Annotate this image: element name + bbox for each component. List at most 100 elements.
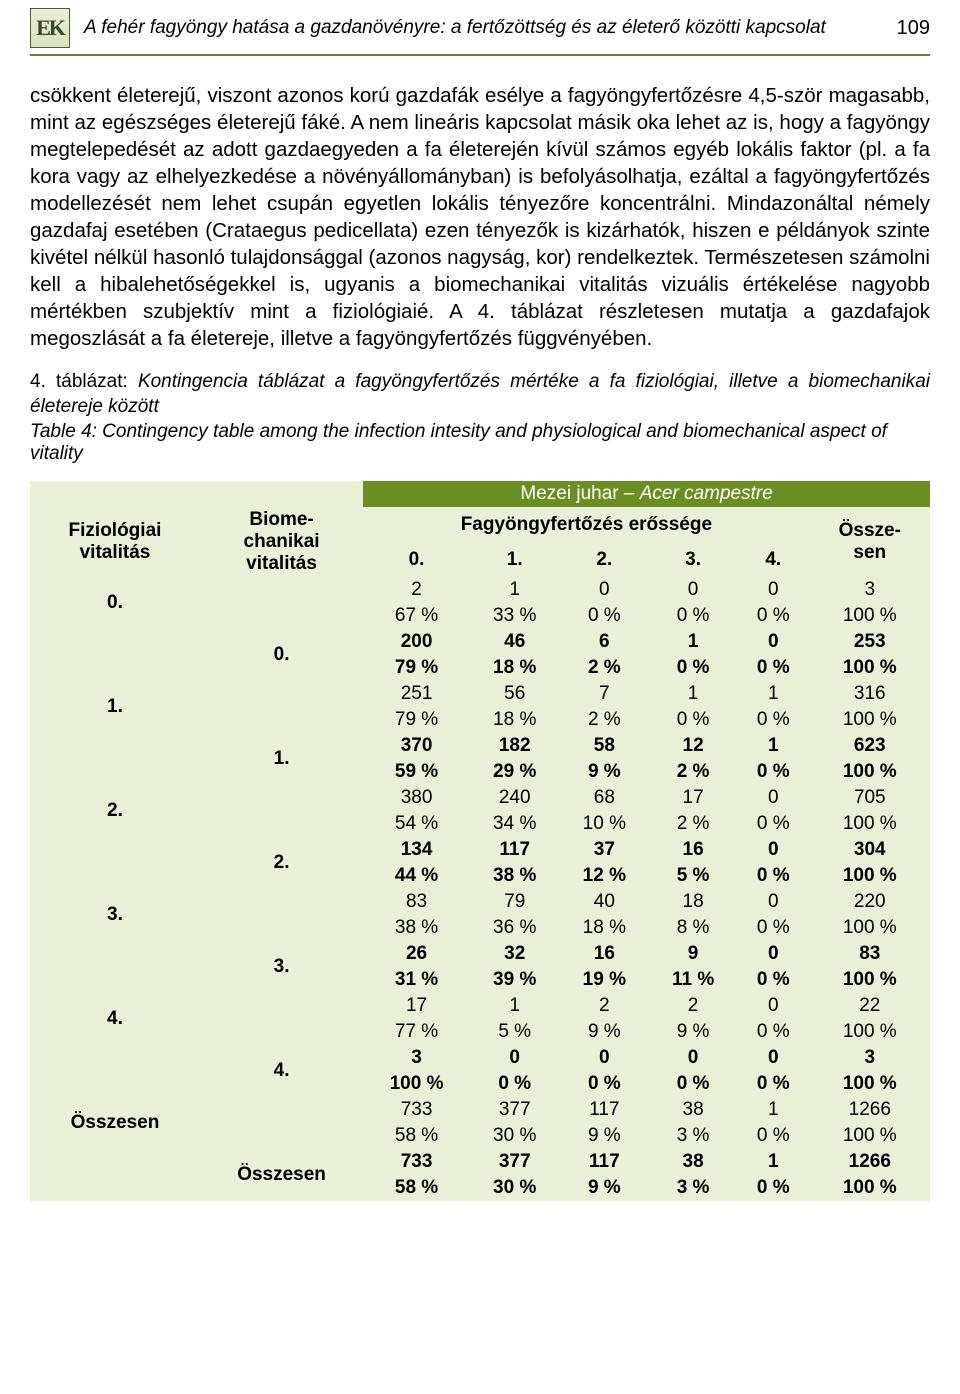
cell-percent: 100 %: [810, 915, 930, 941]
cell-count: 3: [363, 1045, 470, 1071]
cell-percent: 0 %: [737, 1123, 810, 1149]
cell-count: 17: [363, 993, 470, 1019]
cell-count: 380: [363, 785, 470, 811]
cell-percent: 59 %: [363, 759, 470, 785]
cell-percent: 0 %: [649, 1071, 737, 1097]
cell-count: 18: [649, 889, 737, 915]
cell-count: 79: [470, 889, 560, 915]
caption-italic: Kontingencia táblázat a fagyöngyfertőzés…: [30, 371, 930, 416]
row-head-phys: 0.: [30, 577, 200, 629]
cell-count: 240: [470, 785, 560, 811]
cell-percent: 100 %: [810, 603, 930, 629]
cell-percent: 100 %: [810, 1175, 930, 1201]
cell-count: 26: [363, 941, 470, 967]
cell-count: 2: [649, 993, 737, 1019]
cell-percent: 0 %: [560, 603, 650, 629]
col-level: 2.: [560, 542, 650, 577]
col-physiological: Fiziológiaivitalitás: [30, 507, 200, 577]
cell-count: 3: [810, 1045, 930, 1071]
cell-count: 377: [470, 1097, 560, 1123]
cell-count: 117: [470, 837, 560, 863]
cell-count: 38: [649, 1149, 737, 1175]
cell-percent: 10 %: [560, 811, 650, 837]
cell-percent: 18 %: [470, 655, 560, 681]
cell-percent: 9 %: [560, 759, 650, 785]
col-level: 4.: [737, 542, 810, 577]
cell-percent: 100 %: [810, 1123, 930, 1149]
cell-percent: 9 %: [560, 1175, 650, 1201]
cell-percent: 0 %: [737, 603, 810, 629]
cell-count: 200: [363, 629, 470, 655]
row-head-biom: 4.: [200, 1045, 363, 1097]
cell-count: 1266: [810, 1149, 930, 1175]
cell-percent: 77 %: [363, 1019, 470, 1045]
cell-count: 38: [649, 1097, 737, 1123]
col-total: Össze-sen: [810, 507, 930, 577]
cell-percent: 19 %: [560, 967, 650, 993]
cell-count: 733: [363, 1097, 470, 1123]
cell-count: 16: [649, 837, 737, 863]
cell-count: 134: [363, 837, 470, 863]
cell-count: 0: [737, 1045, 810, 1071]
cell-count: 3: [810, 577, 930, 603]
cell-percent: 3 %: [649, 1175, 737, 1201]
cell-percent: 33 %: [470, 603, 560, 629]
col-level: 1.: [470, 542, 560, 577]
cell-percent: 31 %: [363, 967, 470, 993]
cell-count: 1: [737, 1149, 810, 1175]
cell-percent: 0 %: [737, 811, 810, 837]
caption-lead: 4. táblázat:: [30, 371, 138, 392]
cell-count: 0: [737, 889, 810, 915]
cell-count: 40: [560, 889, 650, 915]
cell-count: 0: [470, 1045, 560, 1071]
cell-count: 1: [470, 993, 560, 1019]
journal-logo: EK: [30, 8, 70, 48]
cell-percent: 5 %: [470, 1019, 560, 1045]
cell-percent: 3 %: [649, 1123, 737, 1149]
cell-count: 316: [810, 681, 930, 707]
cell-percent: 11 %: [649, 967, 737, 993]
cell-count: 0: [560, 577, 650, 603]
cell-percent: 0 %: [737, 707, 810, 733]
cell-percent: 38 %: [470, 863, 560, 889]
cell-percent: 2 %: [560, 655, 650, 681]
cell-count: 1: [737, 681, 810, 707]
cell-percent: 0 %: [737, 967, 810, 993]
cell-percent: 58 %: [363, 1123, 470, 1149]
col-biomechanical: Biome-chanikaivitalitás: [200, 507, 363, 577]
cell-count: 17: [649, 785, 737, 811]
row-head-phys: 1.: [30, 681, 200, 733]
cell-count: 2: [560, 993, 650, 1019]
cell-count: 37: [560, 837, 650, 863]
cell-percent: 100 %: [810, 1019, 930, 1045]
cell-count: 83: [363, 889, 470, 915]
cell-percent: 100 %: [810, 759, 930, 785]
cell-count: 83: [810, 941, 930, 967]
cell-percent: 0 %: [737, 915, 810, 941]
cell-percent: 100 %: [810, 863, 930, 889]
cell-percent: 12 %: [560, 863, 650, 889]
cell-percent: 2 %: [560, 707, 650, 733]
cell-percent: 100 %: [810, 1071, 930, 1097]
cell-percent: 34 %: [470, 811, 560, 837]
cell-count: 0: [737, 941, 810, 967]
col-level: 3.: [649, 542, 737, 577]
row-head-phys: Összesen: [30, 1097, 200, 1149]
cell-count: 370: [363, 733, 470, 759]
cell-count: 253: [810, 629, 930, 655]
row-head-phys: 2.: [30, 785, 200, 837]
cell-percent: 39 %: [470, 967, 560, 993]
cell-count: 1266: [810, 1097, 930, 1123]
cell-percent: 9 %: [560, 1019, 650, 1045]
cell-percent: 54 %: [363, 811, 470, 837]
cell-percent: 58 %: [363, 1175, 470, 1201]
cell-count: 32: [470, 941, 560, 967]
cell-count: 16: [560, 941, 650, 967]
row-head-biom: 3.: [200, 941, 363, 993]
cell-count: 2: [363, 577, 470, 603]
cell-count: 377: [470, 1149, 560, 1175]
cell-count: 9: [649, 941, 737, 967]
cell-percent: 2 %: [649, 759, 737, 785]
cell-percent: 100 %: [810, 655, 930, 681]
cell-count: 56: [470, 681, 560, 707]
